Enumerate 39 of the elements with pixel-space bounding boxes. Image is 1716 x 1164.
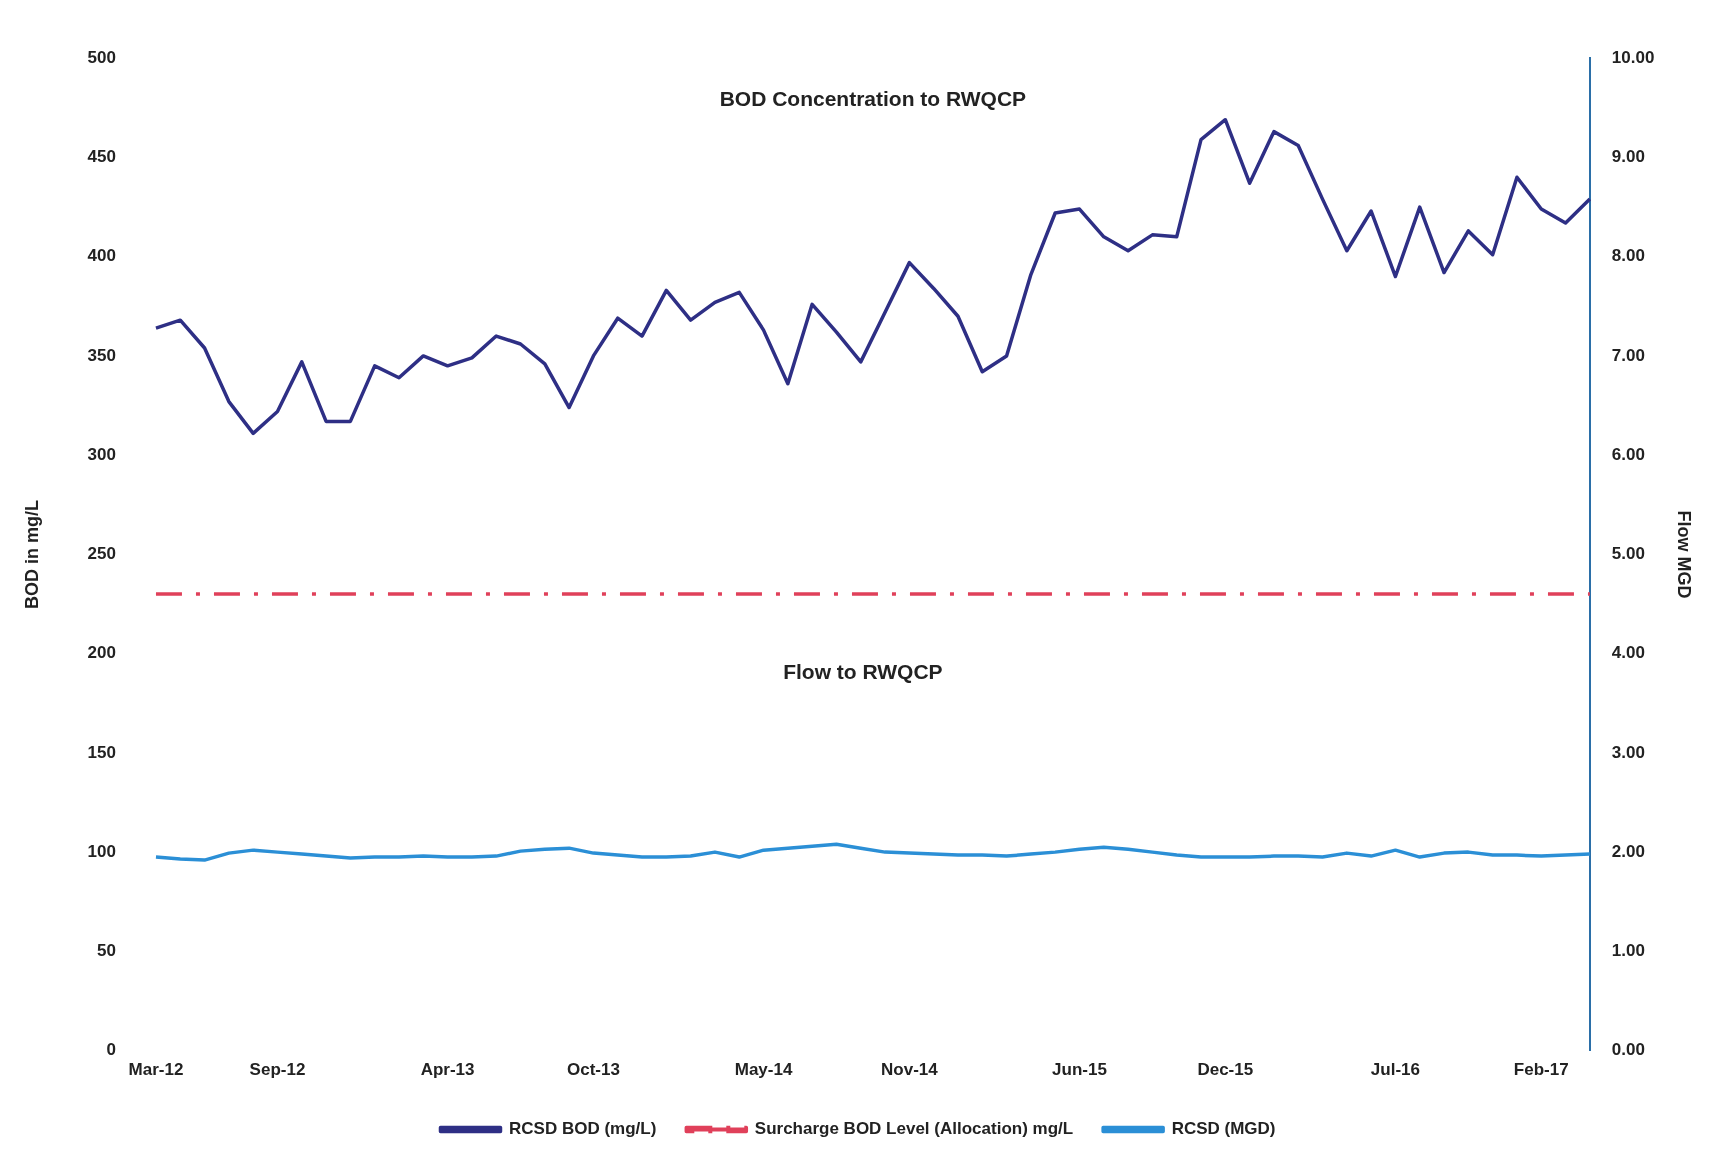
y2-tick-label: 3.00 [1611, 742, 1645, 762]
y2-tick-label: 9.00 [1611, 147, 1645, 167]
y2-axis-title: Flow MGD [1674, 510, 1695, 599]
y2-tick-label: 4.00 [1611, 643, 1645, 663]
y-tick-label: 300 [87, 444, 116, 464]
y2-tick-label: 1.00 [1611, 941, 1645, 961]
x-tick-label: Dec-15 [1197, 1060, 1254, 1080]
x-tick-label: May-14 [734, 1060, 793, 1080]
x-tick-label: Jun-15 [1052, 1060, 1107, 1080]
y-tick-label: 250 [87, 544, 116, 564]
y2-tick-label: 6.00 [1611, 444, 1645, 464]
text: BOD Concentration to RWQCP [719, 87, 1027, 110]
y-tick-label: 0 [106, 1040, 116, 1060]
y-tick-label: 50 [97, 941, 116, 961]
x-tick-label: Feb-17 [1513, 1060, 1569, 1080]
y2-tick-label: 10.00 [1611, 47, 1655, 67]
y-tick-label: 100 [87, 841, 116, 861]
legend-label: RCSD (MGD) [1171, 1119, 1276, 1139]
y-tick-label: 200 [87, 643, 116, 663]
y2-tick-label: 7.00 [1611, 345, 1645, 365]
y2-tick-label: 5.00 [1611, 544, 1645, 564]
y-tick-label: 400 [87, 246, 116, 266]
y-tick-label: 450 [87, 147, 116, 167]
y2-tick-label: 2.00 [1611, 841, 1645, 861]
x-tick-label: Oct-13 [566, 1060, 620, 1080]
y-tick-label: 150 [87, 742, 116, 762]
legend-label: RCSD BOD (mg/L) [508, 1119, 657, 1139]
x-tick-label: Mar-12 [128, 1060, 184, 1080]
y-tick-label: 350 [87, 345, 116, 365]
x-tick-label: Apr-13 [420, 1060, 475, 1080]
legend-label: Surcharge BOD Level (Allocation) mg/L [754, 1119, 1074, 1139]
x-tick-label: Jul-16 [1370, 1060, 1420, 1080]
annotation: Flow to RWQCP [783, 660, 943, 684]
y2-tick-label: 8.00 [1611, 246, 1645, 266]
x-tick-label: Nov-14 [881, 1060, 939, 1080]
y-tick-label: 500 [87, 47, 116, 67]
y-axis-title: BOD in mg/L [21, 499, 42, 609]
x-tick-label: Sep-12 [249, 1060, 306, 1080]
y2-tick-label: 0.00 [1611, 1040, 1645, 1060]
